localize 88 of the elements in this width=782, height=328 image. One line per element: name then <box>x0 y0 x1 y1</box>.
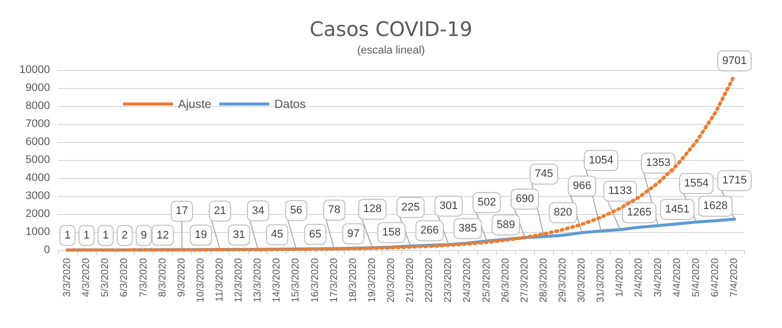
data-label: 19 <box>194 229 208 242</box>
data-label: 225 <box>401 201 420 214</box>
y-tick-label: 4000 <box>26 172 50 184</box>
chart-title: Casos COVID-19 <box>310 17 472 41</box>
data-label: 97 <box>347 228 360 240</box>
x-tick-label: 24/3/2020 <box>462 258 474 302</box>
x-tick-label: 1/4/2020 <box>614 258 626 297</box>
data-label: 158 <box>382 226 401 239</box>
x-tick-label: 30/3/2020 <box>576 258 588 302</box>
x-tick-label: 8/3/2020 <box>157 258 168 297</box>
data-label: 266 <box>420 224 439 237</box>
y-tick-label: 1000 <box>26 226 50 238</box>
y-tick-label: 0 <box>44 244 50 256</box>
x-tick-label: 15/3/2020 <box>290 258 302 302</box>
data-label: 1 <box>102 229 109 242</box>
data-label: 502 <box>478 196 496 208</box>
x-tick-label: 20/3/2020 <box>386 258 397 302</box>
x-tick-label: 21/3/2020 <box>405 258 416 302</box>
data-label: 690 <box>516 193 534 206</box>
x-tick-label: 27/3/2020 <box>519 258 530 302</box>
data-label: 21 <box>214 205 226 218</box>
x-tick-label: 4/4/2020 <box>672 258 683 297</box>
data-label: 65 <box>309 228 322 240</box>
data-label: 1353 <box>646 157 670 170</box>
data-label: 820 <box>554 206 572 219</box>
x-tick-label: 12/3/2020 <box>234 258 245 302</box>
y-tick-label: 6000 <box>26 136 50 148</box>
y-tick-label: 2000 <box>26 208 50 220</box>
y-tick-label: 10000 <box>19 64 50 76</box>
x-tick-label: 6/3/2020 <box>119 258 130 297</box>
data-label: 1054 <box>588 154 614 167</box>
x-tick-label: 18/3/2020 <box>348 258 359 302</box>
x-tick-label: 28/3/2020 <box>538 258 550 302</box>
x-tick-label: 14/3/2020 <box>272 258 283 302</box>
data-label: 12 <box>156 229 169 242</box>
x-tick-label: 31/3/2020 <box>596 258 607 302</box>
data-label: 385 <box>458 222 477 235</box>
data-label: 1451 <box>665 203 690 216</box>
data-label: 78 <box>328 204 340 216</box>
data-label: 966 <box>572 180 592 192</box>
x-tick-label: 29/3/2020 <box>557 258 568 302</box>
data-label: 2 <box>122 229 128 242</box>
legend-label: Ajuste <box>178 97 212 111</box>
x-tick-label: 17/3/2020 <box>328 258 340 302</box>
x-tick-label: 13/3/2020 <box>252 258 264 302</box>
data-label: 745 <box>534 168 554 180</box>
x-tick-label: 3/4/2020 <box>652 258 664 297</box>
data-label: 45 <box>271 228 284 241</box>
data-label: 31 <box>232 228 246 241</box>
x-tick-label: 16/3/2020 <box>310 258 321 302</box>
x-tick-label: 2/4/2020 <box>634 258 645 297</box>
data-label: 128 <box>363 203 382 216</box>
data-label: 56 <box>290 204 302 216</box>
x-tick-label: 7/3/2020 <box>138 258 150 297</box>
x-tick-label: 6/4/2020 <box>710 258 721 297</box>
data-label: 1715 <box>722 174 747 187</box>
data-label: 1265 <box>626 206 652 219</box>
y-tick-label: 8000 <box>26 100 50 112</box>
x-tick-label: 23/3/2020 <box>443 258 454 302</box>
data-label: 9701 <box>722 54 747 67</box>
y-tick-label: 9000 <box>26 82 50 94</box>
chart-subtitle: (escala lineal) <box>357 44 425 56</box>
data-label: 1554 <box>684 178 709 190</box>
x-tick-label: 5/4/2020 <box>690 258 702 297</box>
y-tick-label: 3000 <box>26 190 50 202</box>
data-label: 1 <box>84 229 90 242</box>
data-label: 34 <box>252 204 264 217</box>
data-label: 1133 <box>608 185 632 198</box>
legend-label: Datos <box>274 97 306 111</box>
x-tick-label: 5/3/2020 <box>100 258 112 297</box>
x-tick-label: 10/3/2020 <box>195 258 206 302</box>
x-tick-label: 9/3/2020 <box>176 258 188 297</box>
data-label: 1 <box>64 229 71 242</box>
y-tick-label: 7000 <box>26 118 50 130</box>
data-label: 1628 <box>703 200 728 212</box>
x-tick-label: 26/3/2020 <box>500 258 512 302</box>
x-tick-label: 3/3/2020 <box>62 258 74 297</box>
x-tick-label: 22/3/2020 <box>424 258 436 302</box>
data-label: 9 <box>140 229 147 242</box>
x-tick-label: 7/4/2020 <box>728 258 740 297</box>
data-label: 17 <box>176 205 188 218</box>
x-tick-label: 4/3/2020 <box>81 258 92 297</box>
data-label: 301 <box>439 200 458 212</box>
y-tick-label: 5000 <box>26 154 50 166</box>
x-tick-label: 11/3/2020 <box>214 258 226 302</box>
x-tick-label: 25/3/2020 <box>481 258 492 302</box>
x-tick-label: 19/3/2020 <box>366 258 378 302</box>
data-label: 589 <box>496 218 515 231</box>
